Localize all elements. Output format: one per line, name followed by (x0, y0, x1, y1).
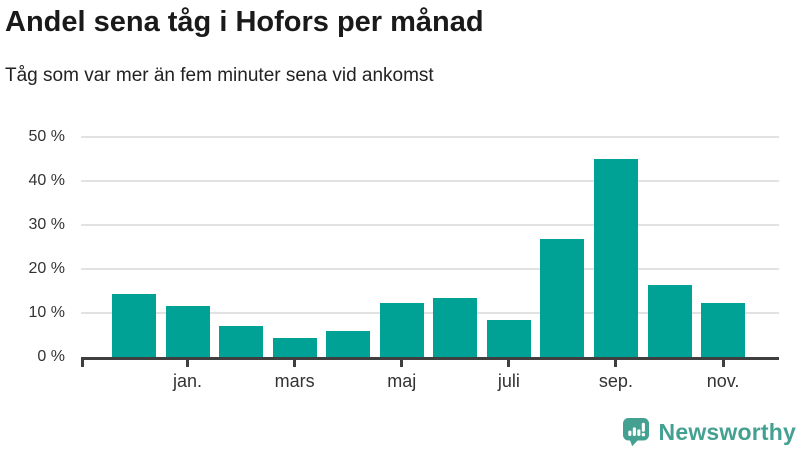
y-axis-label: 10 % (28, 304, 65, 321)
logo-bubble-tail (629, 439, 639, 447)
gridline-10 (81, 312, 779, 314)
y-axis-label: 0 % (37, 348, 65, 365)
brand-footer: Newsworthy (622, 417, 796, 447)
bar-month-3 (219, 326, 264, 357)
x-axis-label-sep: sep. (598, 371, 633, 391)
x-tick-mars (293, 360, 297, 367)
gridline-20 (81, 268, 779, 270)
gridline-50 (81, 136, 779, 138)
chart-header: Andel sena tåg i Hofors per månad Tåg so… (5, 6, 785, 88)
x-tick-maj (400, 360, 404, 367)
chart-subtitle: Tåg som var mer än fem minuter sena vid … (5, 65, 434, 87)
bar-month-8 (486, 320, 531, 357)
x-tick-nov (721, 360, 725, 367)
x-tick-juli (507, 360, 511, 367)
x-axis-label-nov: nov. (706, 371, 740, 391)
y-axis-label: 50 % (28, 128, 65, 145)
gridline-30 (81, 224, 779, 226)
x-axis-label-mars: mars (274, 371, 315, 391)
speech-bubble-bar-chart-icon (622, 417, 650, 447)
logo-bubble (622, 418, 649, 441)
y-axis-label: 40 % (28, 172, 65, 189)
x-axis-line (81, 357, 779, 360)
gridline-40 (81, 180, 779, 182)
x-axis-label-maj: maj (387, 371, 417, 391)
bar-month-2 (165, 306, 210, 357)
x-axis-label-jan: jan. (173, 371, 203, 391)
x-tick-sep (614, 360, 618, 367)
bar-month-10 (593, 159, 638, 357)
bar-month-7 (433, 298, 478, 357)
bar-month-12 (701, 303, 746, 357)
bar-month-4 (272, 338, 317, 357)
x-axis-start-tick (81, 360, 84, 367)
bar-month-5 (326, 331, 371, 357)
bar-month-6 (379, 303, 424, 357)
bar-month-9 (540, 239, 585, 357)
x-axis-label-juli: juli (497, 371, 520, 391)
bar-month-11 (647, 285, 692, 357)
y-axis-label: 30 % (28, 216, 65, 233)
brand-name: Newsworthy (658, 418, 796, 445)
chart-title: Andel sena tåg i Hofors per månad (5, 6, 484, 38)
x-tick-jan (186, 360, 190, 367)
y-axis-label: 20 % (28, 260, 65, 277)
bar-month-1 (112, 294, 156, 357)
plot-area: 0 % 10 % 20 % 30 % 40 % 50 % jan. mars maj juli se… (29, 128, 779, 391)
